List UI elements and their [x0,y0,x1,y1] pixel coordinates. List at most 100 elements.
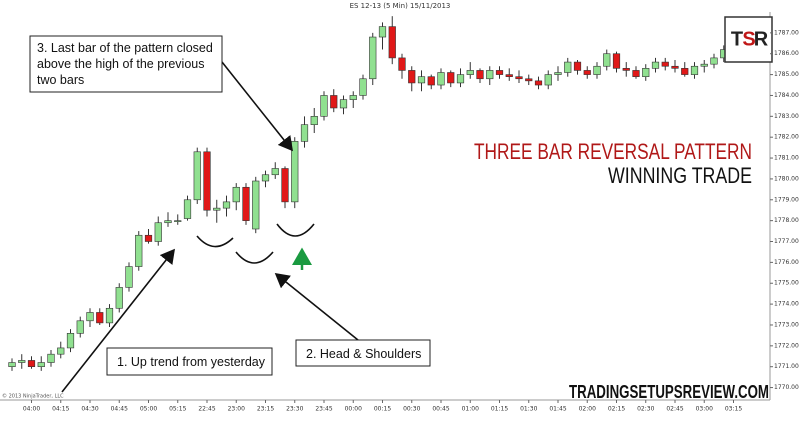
candle-body [622,68,630,71]
candle-body [447,72,455,84]
arrow [221,61,293,152]
x-tick-label: 04:45 [111,406,128,413]
candle-body [144,234,153,242]
candle-body [427,76,435,86]
arrow [274,272,359,341]
y-tick-label: 1787.00 [774,29,799,36]
candle-body [525,78,533,82]
x-tick-label: 23:45 [315,406,332,413]
candle-body [642,68,650,77]
logo: R [754,28,769,50]
note-box [295,339,431,367]
y-tick-label: 1772.00 [774,342,799,349]
x-tick-label: 04:00 [23,406,40,413]
note-box [106,347,273,376]
candle-body [47,353,55,363]
candle-body [495,70,504,75]
candle-body [681,68,689,75]
candle-body [164,220,172,224]
candle-body [66,333,75,349]
y-tick-label: 1778.00 [774,217,799,224]
candle-body [339,99,348,109]
head-curve [235,251,274,264]
headline: THREE BAR REVERSAL PATTERN [474,139,752,164]
candle-body [183,199,192,219]
candle-body [583,70,591,75]
note-text: above the high of the previous [37,57,204,71]
y-tick-label: 1784.00 [774,92,799,99]
x-tick-label: 01:15 [491,406,508,413]
y-tick-label: 1782.00 [774,134,799,141]
candle-body [515,76,523,80]
y-tick-label: 1771.00 [774,363,799,370]
logo: T [731,28,743,50]
shoulder-curve [276,223,315,237]
candle-body [378,26,387,38]
x-tick-label: 00:45 [432,406,449,413]
candle-body [505,74,513,77]
y-tick-label: 1770.00 [774,384,799,391]
candle-body [76,320,84,334]
candle-body [57,347,65,355]
website: TRADINGSETUPSREVIEW.COM [569,382,769,402]
candle-body [554,72,562,75]
y-tick-label: 1783.00 [774,113,799,120]
y-tick-label: 1780.00 [774,175,799,182]
candle-body [320,95,328,117]
candle-body [291,141,299,203]
x-tick-label: 04:15 [52,406,69,413]
note-text: two bars [37,73,84,87]
candle-body [193,151,201,201]
candle-body [18,360,26,363]
candle-body [486,70,494,80]
candle-body [349,95,357,100]
candle-body [330,95,338,109]
x-tick-label: 23:30 [286,406,303,413]
note-text: 1. Up trend from yesterday [117,355,266,369]
x-tick-label: 01:30 [520,406,537,413]
subheadline: WINNING TRADE [608,163,752,188]
logo: S [742,28,755,50]
y-tick-label: 1774.00 [774,301,799,308]
candle-body [671,65,679,69]
x-tick-label: 02:15 [608,406,625,413]
candle-body [27,360,36,368]
candle-body [115,287,123,309]
candle-body [37,362,45,368]
y-tick-label: 1776.00 [774,259,799,266]
x-tick-label: 02:00 [579,406,596,413]
candle-body [96,312,104,324]
candle-body [632,70,640,77]
candle-body [271,168,279,176]
candle-body [573,61,582,71]
y-tick-label: 1785.00 [774,71,799,78]
y-tick-label: 1786.00 [774,50,799,57]
note-text: 2. Head & Shoulders [306,347,421,361]
candle-body [8,362,16,368]
candle-body [534,80,543,86]
candle-body [213,207,221,211]
candle-body [388,26,396,59]
x-tick-label: 01:00 [462,406,479,413]
candle-body [86,312,94,322]
candle-body [369,36,377,80]
candle-body [261,174,270,182]
copyright: © 2013 NinjaTrader, LLC [2,393,64,400]
candle-body [466,70,474,75]
x-tick-label: 01:45 [549,406,566,413]
chart-title: ES 12-13 (5 Min) 15/11/2013 [350,2,451,10]
candle-body [456,74,465,84]
candle-body [203,151,211,211]
x-tick-label: 00:15 [374,406,391,413]
candle-body [174,220,182,222]
x-tick-label: 03:15 [725,406,742,413]
y-tick-label: 1773.00 [774,321,799,328]
candle-body [700,63,708,67]
candle-body [564,61,572,73]
candle-body [135,234,143,267]
x-tick-label: 00:00 [345,406,362,413]
candle-body [154,222,162,242]
candle-body [476,70,484,80]
x-tick-label: 00:30 [403,406,420,413]
